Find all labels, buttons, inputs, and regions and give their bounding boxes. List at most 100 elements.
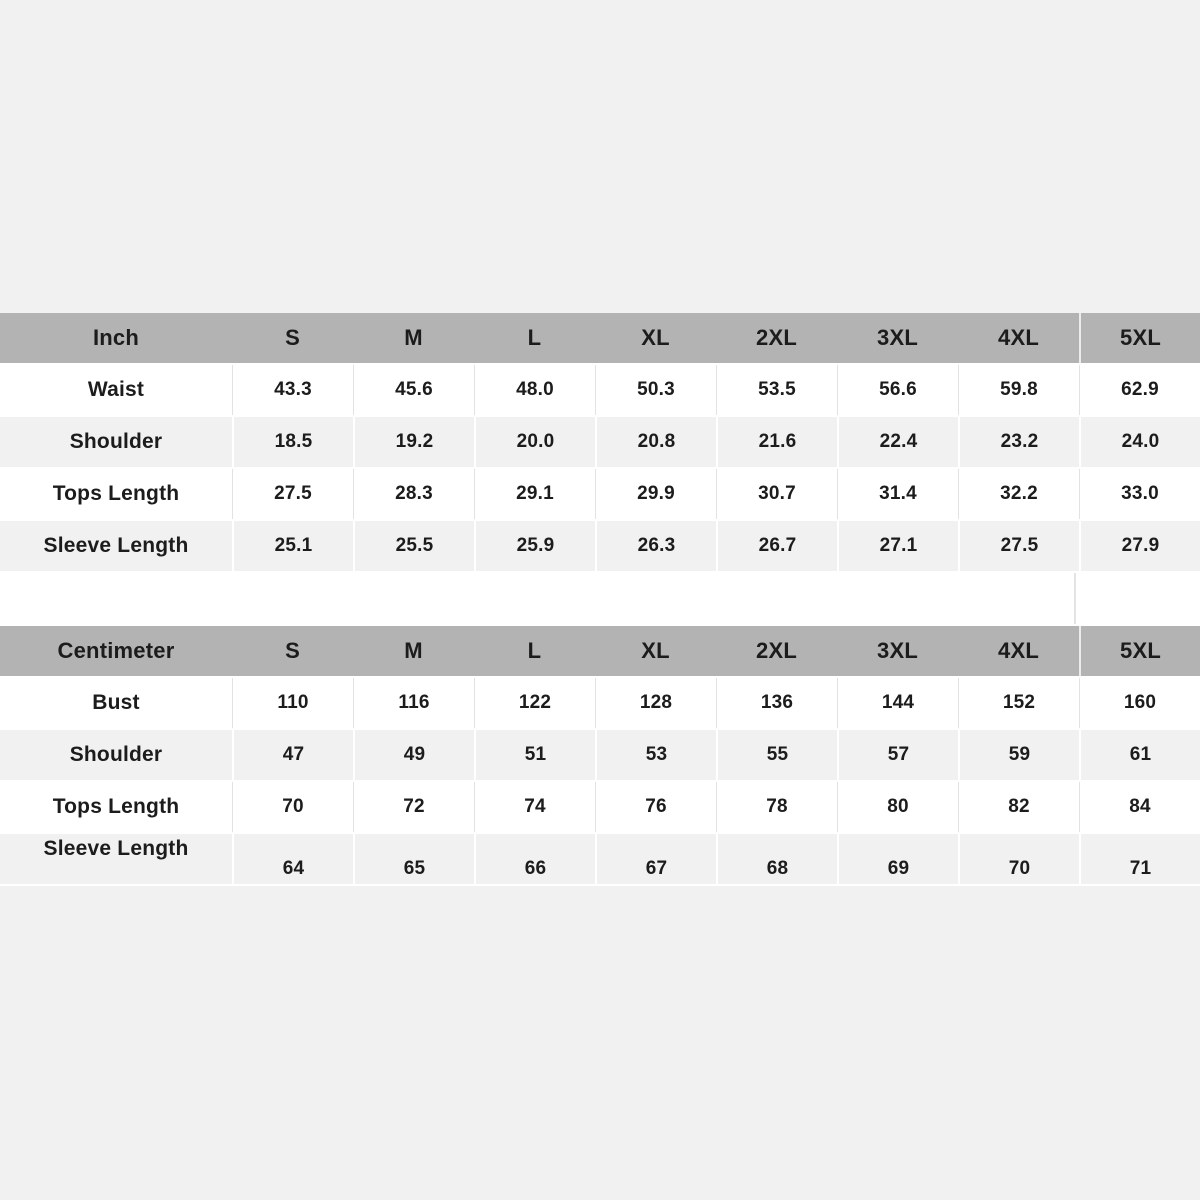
cm-col-header-xl: XL <box>641 638 670 663</box>
size-value: 160 <box>1079 678 1200 728</box>
size-value: 21.6 <box>716 417 837 467</box>
size-value: 48.0 <box>474 365 595 415</box>
inch-table-header-row: Inch S M L XL 2XL 3XL 4XL 5XL <box>0 313 1200 365</box>
size-value: 64 <box>232 834 353 884</box>
size-value: 27.9 <box>1079 521 1200 571</box>
size-value: 136 <box>716 678 837 728</box>
row-label: Sleeve Length <box>43 534 189 557</box>
inch-col-header-xl: XL <box>641 325 670 350</box>
size-value: 152 <box>958 678 1079 728</box>
cm-col-header-3xl: 3XL <box>877 638 918 663</box>
size-value: 26.3 <box>595 521 716 571</box>
size-value: 28.3 <box>353 469 474 519</box>
size-value: 19.2 <box>353 417 474 467</box>
size-value: 25.9 <box>474 521 595 571</box>
size-value: 53.5 <box>716 365 837 415</box>
size-value: 51 <box>474 730 595 780</box>
size-value: 32.2 <box>958 469 1079 519</box>
size-value: 33.0 <box>1079 469 1200 519</box>
size-value: 27.5 <box>232 469 353 519</box>
inch-col-header-l: L <box>527 325 542 350</box>
cm-row-bust: Bust 110 116 122 128 136 144 152 160 <box>0 678 1200 730</box>
inch-col-header-m: M <box>404 325 423 350</box>
inch-col-header-3xl: 3XL <box>877 325 918 350</box>
table-gap <box>0 573 1200 626</box>
size-value: 69 <box>837 834 958 884</box>
size-value: 30.7 <box>716 469 837 519</box>
size-value: 62.9 <box>1079 365 1200 415</box>
size-value: 110 <box>232 678 353 728</box>
size-value: 43.3 <box>232 365 353 415</box>
size-value: 59.8 <box>958 365 1079 415</box>
size-value: 65 <box>353 834 474 884</box>
cm-row-shoulder: Shoulder 47 49 51 53 55 57 59 61 <box>0 730 1200 782</box>
size-value: 71 <box>1079 834 1200 884</box>
inch-col-header-5xl: 5XL <box>1079 313 1200 363</box>
inch-col-header-s: S <box>285 325 300 350</box>
inch-row-sleeve-length: Sleeve Length 25.1 25.5 25.9 26.3 26.7 2… <box>0 521 1200 573</box>
size-value: 144 <box>837 678 958 728</box>
size-value: 45.6 <box>353 365 474 415</box>
cm-unit-header: Centimeter <box>57 638 175 663</box>
size-value: 49 <box>353 730 474 780</box>
size-value: 55 <box>716 730 837 780</box>
cm-col-header-4xl: 4XL <box>998 638 1039 663</box>
size-value: 26.7 <box>716 521 837 571</box>
row-label: Waist <box>87 378 145 401</box>
size-value: 78 <box>716 782 837 832</box>
column-divider <box>1074 573 1076 624</box>
inch-row-waist: Waist 43.3 45.6 48.0 50.3 53.5 56.6 59.8… <box>0 365 1200 417</box>
row-label: Sleeve Length <box>43 837 189 860</box>
size-value: 27.5 <box>958 521 1079 571</box>
size-chart: Inch S M L XL 2XL 3XL 4XL 5XL Waist 43.3… <box>0 313 1200 886</box>
cm-table-header-row: Centimeter S M L XL 2XL 3XL 4XL 5XL <box>0 626 1200 678</box>
size-value: 25.5 <box>353 521 474 571</box>
inch-row-shoulder: Shoulder 18.5 19.2 20.0 20.8 21.6 22.4 2… <box>0 417 1200 469</box>
size-value: 20.0 <box>474 417 595 467</box>
size-value: 24.0 <box>1079 417 1200 467</box>
cm-row-sleeve-length: Sleeve Length 64 65 66 67 68 69 70 71 <box>0 834 1200 886</box>
size-value: 76 <box>595 782 716 832</box>
size-value: 82 <box>958 782 1079 832</box>
size-value: 31.4 <box>837 469 958 519</box>
size-value: 67 <box>595 834 716 884</box>
cm-col-header-s: S <box>285 638 300 663</box>
size-value: 72 <box>353 782 474 832</box>
cm-row-tops-length: Tops Length 70 72 74 76 78 80 82 84 <box>0 782 1200 834</box>
size-value: 128 <box>595 678 716 728</box>
size-value: 29.1 <box>474 469 595 519</box>
size-value: 122 <box>474 678 595 728</box>
size-value: 18.5 <box>232 417 353 467</box>
size-value: 47 <box>232 730 353 780</box>
size-value: 68 <box>716 834 837 884</box>
size-value: 116 <box>353 678 474 728</box>
size-value: 25.1 <box>232 521 353 571</box>
size-value: 57 <box>837 730 958 780</box>
size-value: 29.9 <box>595 469 716 519</box>
size-value: 23.2 <box>958 417 1079 467</box>
size-value: 70 <box>958 834 1079 884</box>
cm-col-header-2xl: 2XL <box>756 638 797 663</box>
inch-col-header-2xl: 2XL <box>756 325 797 350</box>
inch-row-tops-length: Tops Length 27.5 28.3 29.1 29.9 30.7 31.… <box>0 469 1200 521</box>
size-value: 66 <box>474 834 595 884</box>
size-value: 53 <box>595 730 716 780</box>
size-value: 27.1 <box>837 521 958 571</box>
cm-col-header-l: L <box>527 638 542 663</box>
cm-col-header-5xl: 5XL <box>1079 626 1200 676</box>
row-label: Tops Length <box>52 795 180 818</box>
row-label: Tops Length <box>52 482 180 505</box>
size-value: 50.3 <box>595 365 716 415</box>
size-value: 59 <box>958 730 1079 780</box>
size-value: 74 <box>474 782 595 832</box>
row-label: Shoulder <box>69 430 163 453</box>
size-value: 22.4 <box>837 417 958 467</box>
inch-unit-header: Inch <box>92 325 140 350</box>
size-value: 56.6 <box>837 365 958 415</box>
row-label: Bust <box>92 691 140 714</box>
size-value: 80 <box>837 782 958 832</box>
size-value: 84 <box>1079 782 1200 832</box>
row-label: Shoulder <box>69 743 163 766</box>
size-value: 20.8 <box>595 417 716 467</box>
size-value: 70 <box>232 782 353 832</box>
